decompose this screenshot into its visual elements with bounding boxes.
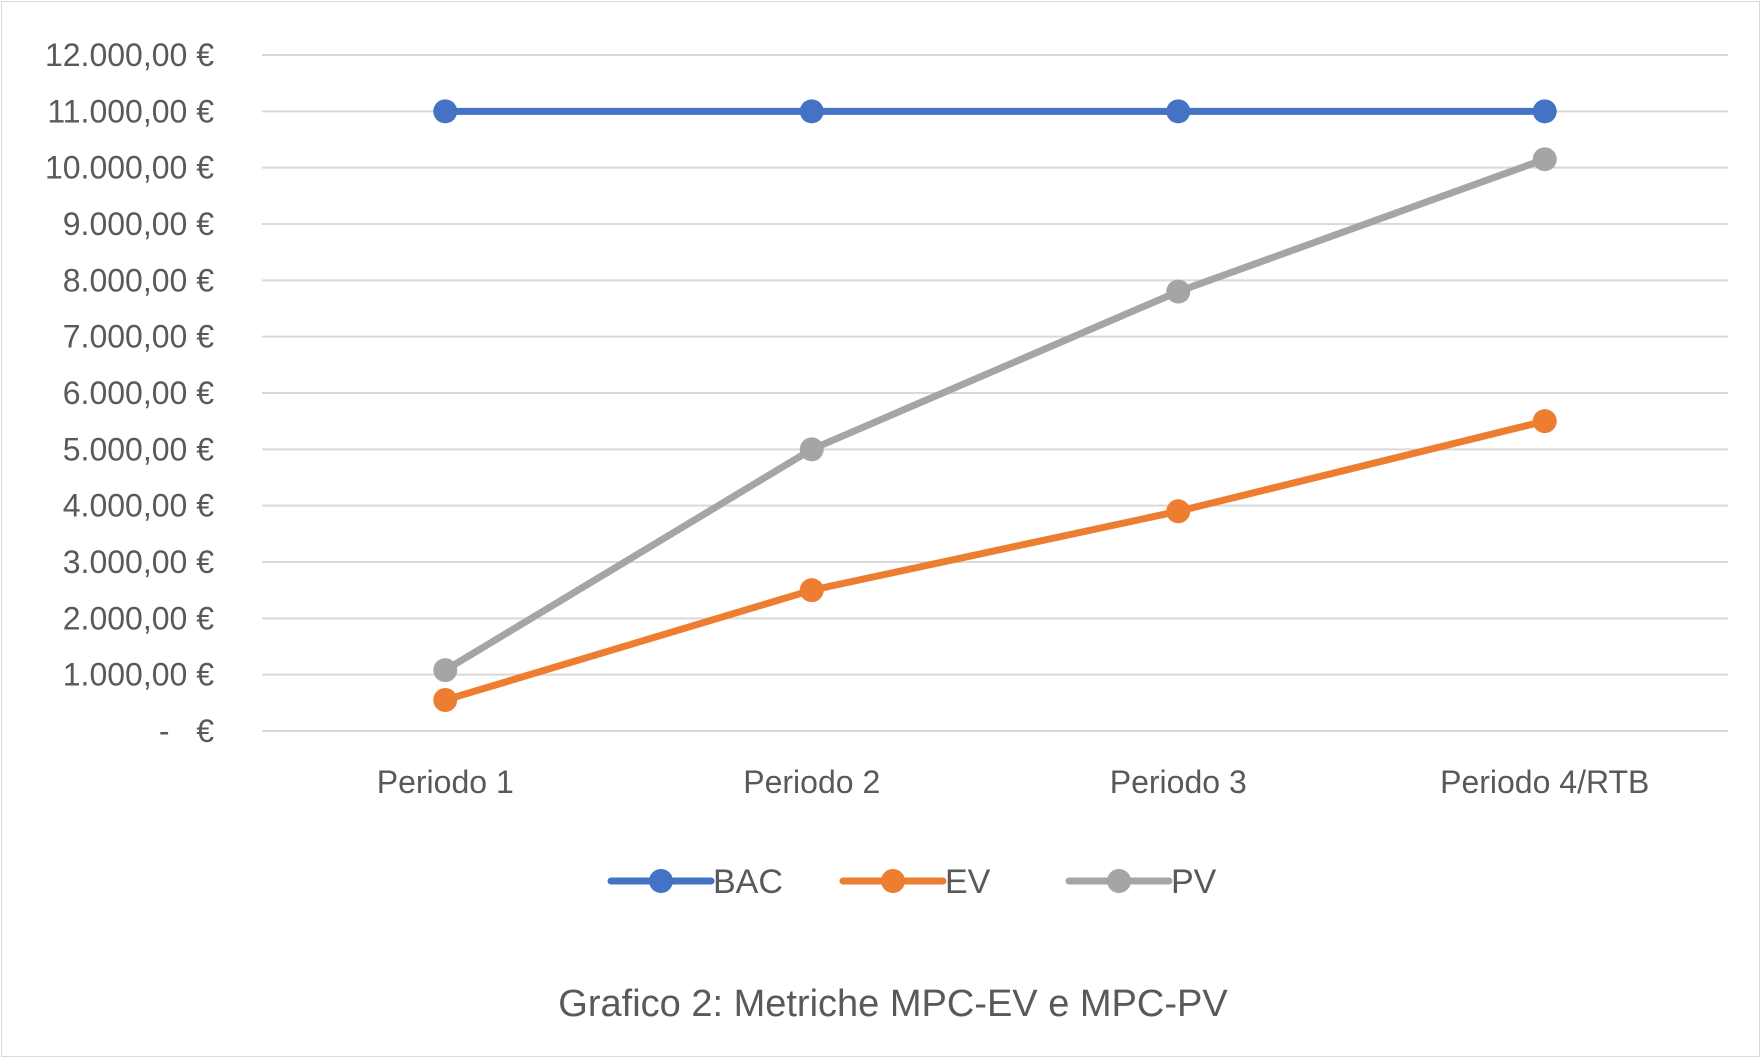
chart-caption: Grafico 2: Metriche MPC-EV e MPC-PV bbox=[558, 983, 1228, 1025]
x-tick-label: Periodo 2 bbox=[743, 764, 880, 800]
legend-label-pv: PV bbox=[1171, 863, 1217, 901]
y-tick-label: 11.000,00 € bbox=[47, 93, 214, 129]
y-tick-label: 7.000,00 € bbox=[63, 319, 214, 355]
series-ev bbox=[433, 409, 1557, 713]
data-point-bac bbox=[1166, 99, 1191, 124]
y-tick-label: 4.000,00 € bbox=[63, 488, 214, 524]
x-tick-label: Periodo 4/RTB bbox=[1440, 764, 1649, 800]
y-tick-label: 2.000,00 € bbox=[63, 600, 214, 636]
legend-item-bac: BAC bbox=[607, 863, 783, 901]
legend-marker-pv bbox=[1107, 869, 1131, 893]
series-line-ev bbox=[441, 417, 1549, 704]
legend-marker-ev bbox=[881, 869, 905, 893]
gridlines bbox=[262, 54, 1728, 732]
x-tick-label: Periodo 3 bbox=[1110, 764, 1247, 800]
series-line-pv bbox=[441, 155, 1549, 674]
data-point-pv bbox=[433, 658, 458, 683]
y-tick-label: 9.000,00 € bbox=[63, 206, 214, 242]
x-tick-label: Periodo 1 bbox=[377, 764, 514, 800]
series-lines bbox=[433, 99, 1557, 713]
y-tick-label: 1.000,00 € bbox=[63, 657, 214, 693]
legend-label-bac: BAC bbox=[713, 863, 783, 901]
y-tick-label: - € bbox=[159, 713, 214, 749]
legend-item-ev: EV bbox=[839, 863, 991, 901]
legend-label-ev: EV bbox=[945, 863, 991, 901]
data-point-pv bbox=[799, 437, 824, 462]
y-tick-label: 8.000,00 € bbox=[63, 262, 214, 298]
y-tick-label: 5.000,00 € bbox=[63, 431, 214, 467]
series-pv bbox=[433, 147, 1557, 683]
legend-marker-bac bbox=[649, 869, 673, 893]
data-point-bac bbox=[799, 99, 824, 124]
legend-item-pv: PV bbox=[1065, 863, 1217, 901]
x-axis-tick-labels: Periodo 1 Periodo 2 Periodo 3 Periodo 4/RTB bbox=[377, 764, 1650, 800]
series-bac bbox=[433, 99, 1557, 124]
y-tick-label: 10.000,00 € bbox=[45, 150, 214, 186]
data-point-ev bbox=[1166, 499, 1191, 524]
legend: BAC EV PV bbox=[607, 863, 1217, 901]
data-point-ev bbox=[799, 578, 824, 603]
y-tick-label: 12.000,00 € bbox=[45, 37, 214, 73]
data-point-pv bbox=[1166, 279, 1191, 304]
y-tick-label: 6.000,00 € bbox=[63, 375, 214, 411]
data-point-ev bbox=[433, 688, 458, 713]
data-point-ev bbox=[1532, 409, 1557, 434]
data-point-bac bbox=[1532, 99, 1557, 124]
data-point-bac bbox=[433, 99, 458, 124]
y-axis-tick-labels: - € 1.000,00 € 2.000,00 € 3.000,00 € 4.000,0… bbox=[45, 37, 214, 749]
y-tick-label: 3.000,00 € bbox=[63, 544, 214, 580]
data-point-pv bbox=[1532, 147, 1557, 172]
